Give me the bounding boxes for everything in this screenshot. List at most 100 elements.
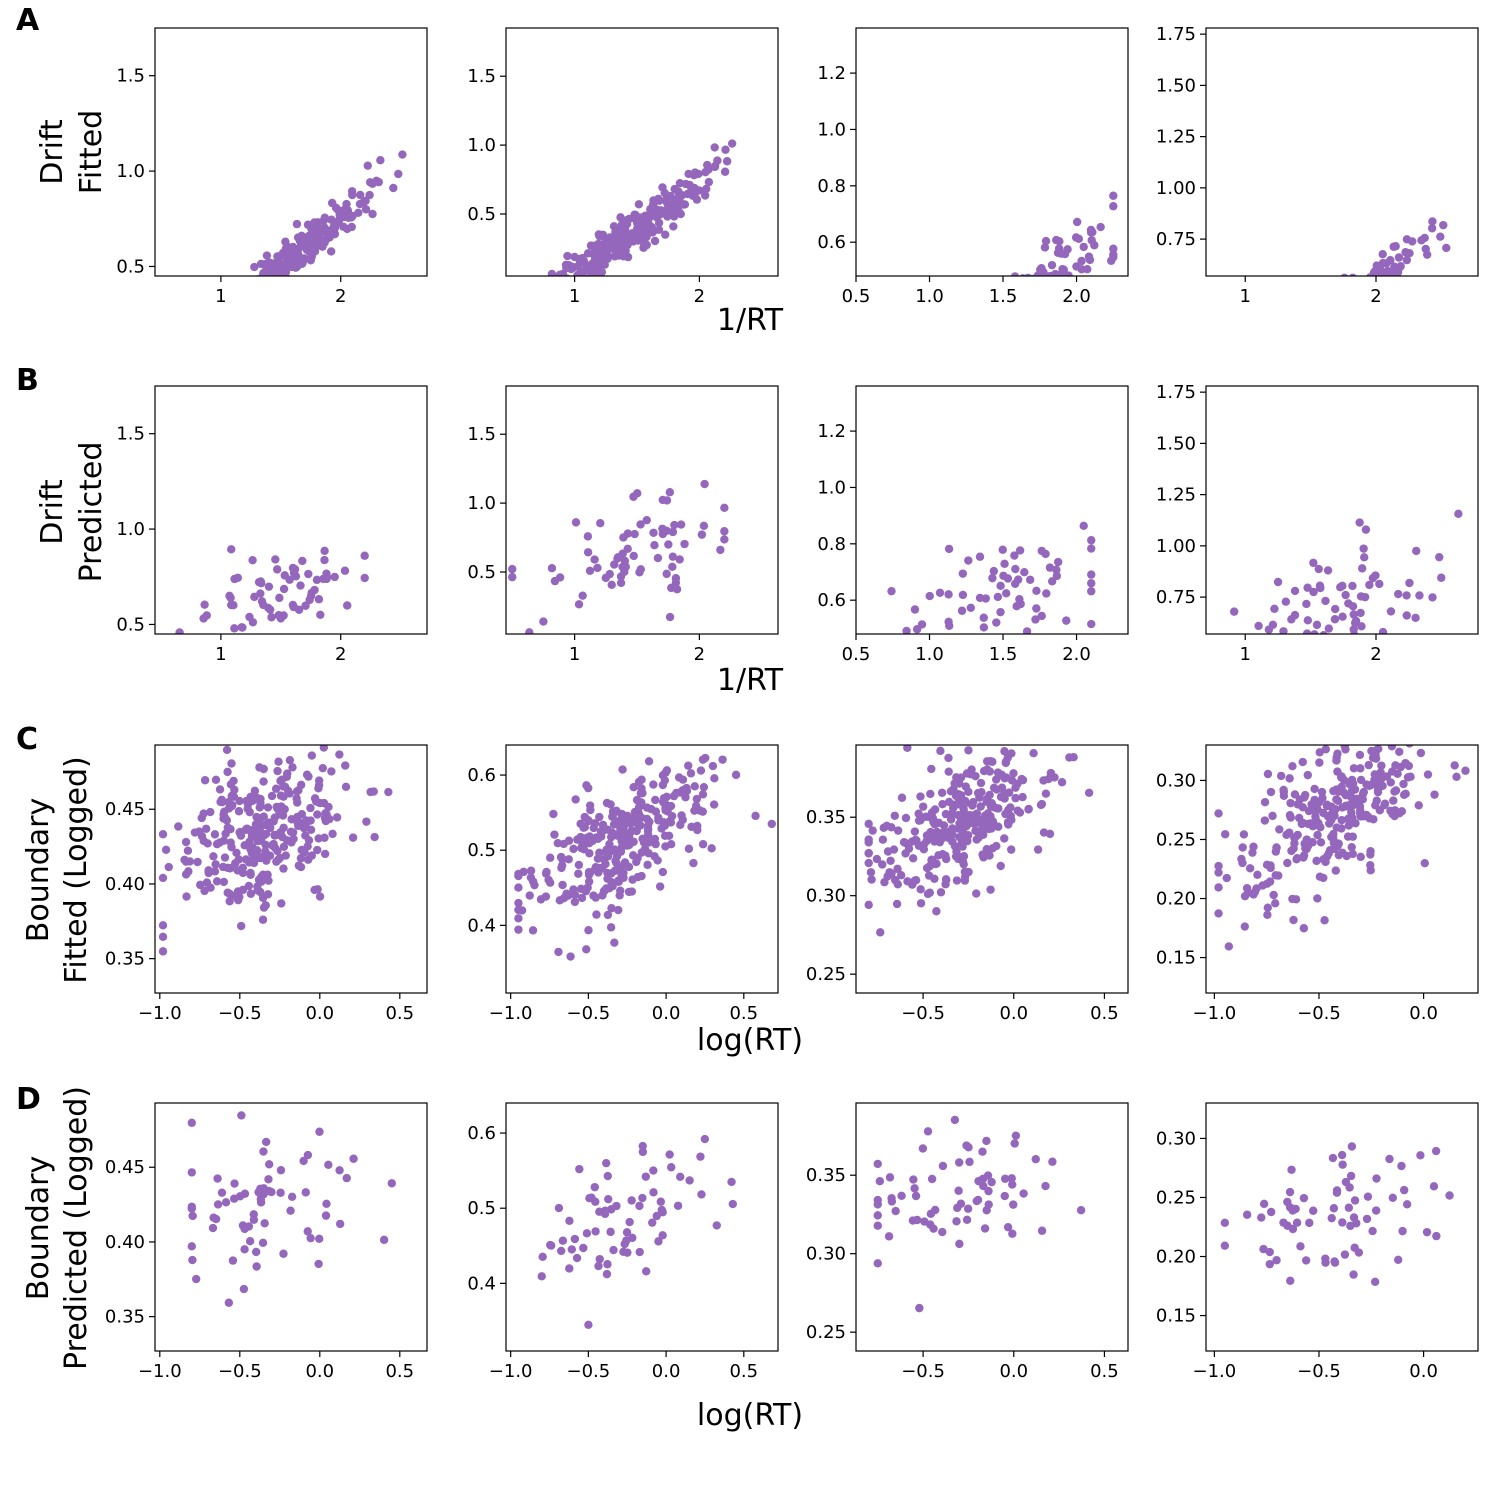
- scatter-point: [271, 555, 280, 564]
- scatter-point: [915, 1303, 924, 1313]
- scatter-point: [219, 836, 228, 845]
- y-tick-label: 1.00: [1156, 536, 1196, 557]
- scatter-point: [925, 1220, 935, 1229]
- scatter-point: [1303, 841, 1313, 851]
- scatter-point: [1268, 811, 1277, 821]
- scatter-point: [554, 947, 563, 957]
- scatter-point: [303, 220, 313, 229]
- scatter-point: [309, 234, 318, 243]
- scatter-point: [983, 1171, 993, 1180]
- scatter-point: [709, 800, 719, 809]
- scatter-point: [1341, 1177, 1351, 1187]
- axes-frame: [505, 385, 779, 635]
- scatter-point: [1000, 774, 1009, 783]
- scatter-point: [1000, 1191, 1009, 1201]
- scatter-point: [1356, 852, 1365, 862]
- scatter-point: [864, 849, 873, 858]
- scatter-point: [190, 828, 200, 837]
- scatter-point: [281, 244, 291, 253]
- scatter-point: [320, 555, 329, 565]
- scatter-point: [265, 823, 275, 833]
- scatter-point: [294, 253, 304, 262]
- scatter-point: [1029, 749, 1038, 758]
- scatter-point: [514, 914, 523, 923]
- scatter-point: [1032, 586, 1041, 596]
- scatter-point: [978, 850, 987, 859]
- scatter-point: [927, 764, 936, 774]
- scatter-point: [622, 1236, 631, 1245]
- scatter-point: [1315, 758, 1324, 767]
- scatter-point: [673, 1201, 683, 1210]
- scatter-point: [960, 808, 969, 818]
- scatter-point: [682, 786, 692, 796]
- scatter-point: [977, 828, 986, 837]
- scatter-point: [955, 796, 965, 805]
- scatter-point: [1399, 790, 1409, 800]
- scatter-point: [277, 775, 287, 784]
- scatter-point: [1229, 607, 1239, 616]
- scatter-panel: −1.0 −0.5 0.0 0.5 0.4 0.5 0.6: [467, 1102, 779, 1382]
- scatter-point: [1260, 816, 1270, 825]
- scatter-point: [1322, 801, 1332, 811]
- y-tick-label: 0.4: [467, 915, 496, 936]
- x-tick-label: 0.0: [305, 1361, 334, 1382]
- x-tick-label: −0.5: [567, 1361, 611, 1382]
- scatter-point: [226, 838, 235, 847]
- scatter-point: [864, 900, 873, 910]
- scatter-point: [649, 1188, 658, 1197]
- scatter-point: [576, 832, 585, 842]
- scatter-point: [182, 892, 191, 901]
- scatter-point: [275, 593, 284, 603]
- scatter-point: [301, 1188, 310, 1197]
- scatter-point: [1282, 830, 1291, 839]
- scatter-point: [221, 829, 230, 838]
- scatter-points: [1214, 745, 1470, 951]
- scatter-point: [624, 887, 634, 897]
- scatter-point: [979, 613, 988, 622]
- scatter-point: [1245, 864, 1255, 873]
- scatter-point: [596, 519, 605, 528]
- scatter-point: [614, 877, 623, 886]
- scatter-point: [250, 786, 260, 795]
- scatter-point: [1037, 799, 1047, 809]
- scatter-point: [593, 854, 603, 863]
- scatter-point: [1349, 625, 1358, 634]
- x-tick-label: 0.0: [305, 1003, 334, 1024]
- x-tick-label: −1.0: [1193, 1003, 1237, 1024]
- scatter-point: [327, 767, 336, 776]
- scatter-point: [1405, 745, 1414, 748]
- scatter-point: [1350, 1196, 1360, 1205]
- scatter-point: [676, 520, 686, 529]
- scatter-point: [982, 1206, 991, 1215]
- scatter-point: [258, 1238, 268, 1248]
- scatter-point: [273, 252, 283, 261]
- scatter-point: [389, 183, 398, 193]
- scatter-point: [699, 782, 709, 792]
- scatter-point: [1349, 1270, 1358, 1279]
- scatter-point: [279, 584, 289, 594]
- scatter-point: [363, 161, 372, 170]
- scatter-point: [297, 845, 306, 855]
- scatter-point: [962, 769, 972, 778]
- scatter-point: [365, 190, 374, 200]
- scatter-point: [873, 1221, 882, 1230]
- scatter-point: [313, 885, 322, 894]
- y-tick-label: 0.30: [806, 886, 846, 907]
- scatter-point: [918, 1144, 928, 1153]
- scatter-point: [892, 899, 902, 909]
- scatter-point: [1079, 242, 1088, 252]
- scatter-point: [676, 820, 685, 830]
- scatter-point: [966, 603, 976, 612]
- scatter-point: [968, 801, 977, 810]
- y-tick-label: 0.8: [817, 534, 846, 555]
- scatter-point: [202, 611, 211, 620]
- scatter-point: [601, 573, 610, 583]
- scatter-point: [1348, 602, 1358, 611]
- scatter-point: [873, 1159, 882, 1169]
- scatter-point: [267, 791, 277, 801]
- scatter-point: [296, 854, 306, 863]
- scatter-point: [902, 626, 911, 634]
- x-tick-label: 2: [694, 644, 705, 665]
- scatter-point: [651, 795, 660, 805]
- scatter-point: [625, 1217, 634, 1227]
